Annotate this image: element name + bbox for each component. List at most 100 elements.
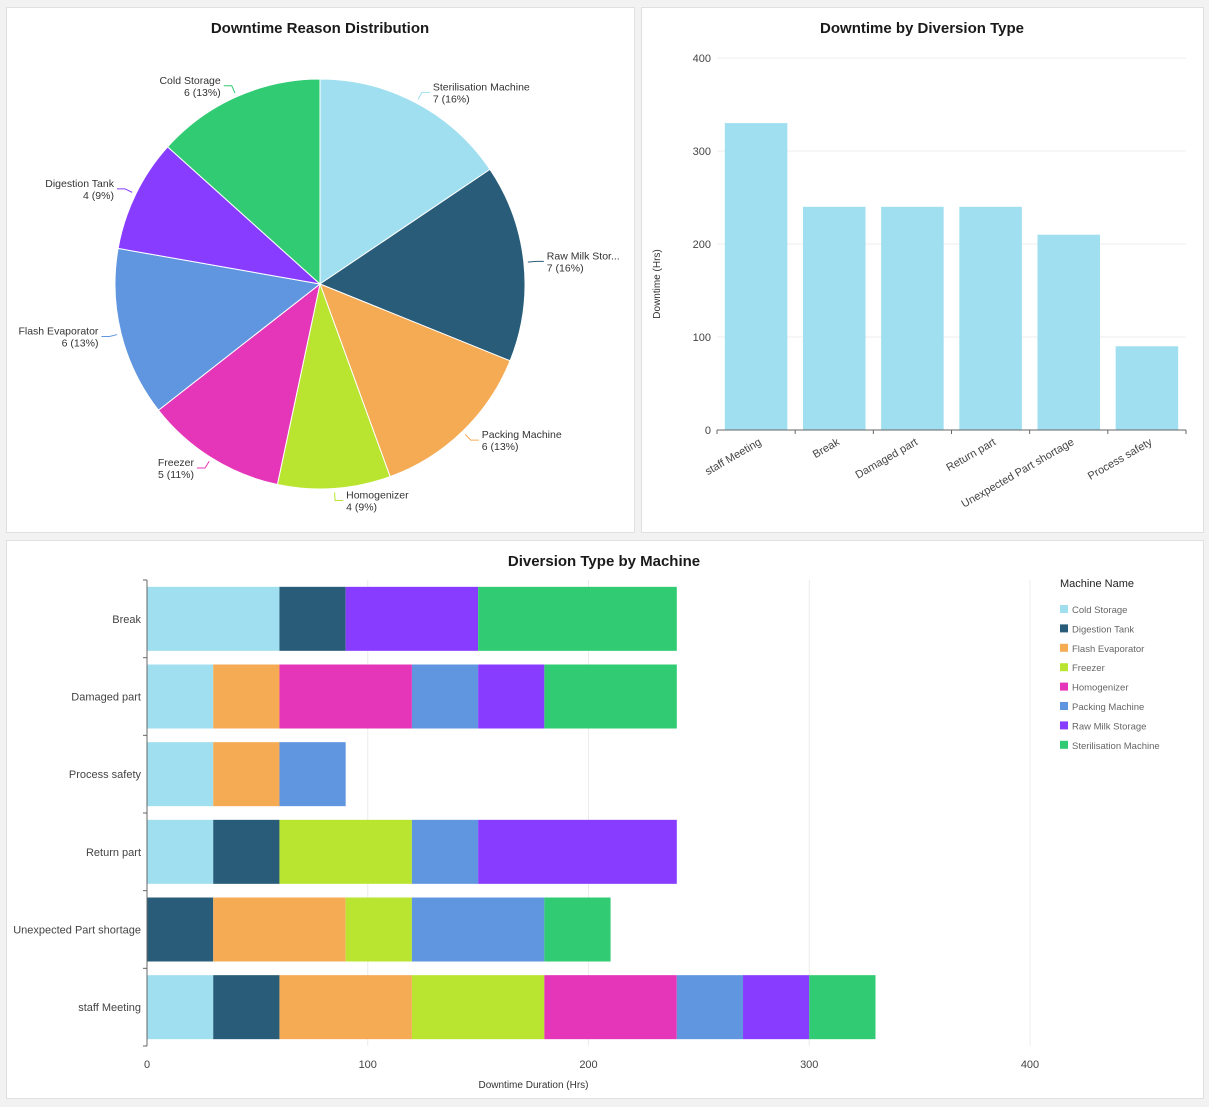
stacked-bar-segment[interactable] (147, 586, 280, 651)
stacked-bar-segment[interactable] (345, 897, 412, 962)
pie-label-value: 4 (9%) (346, 501, 377, 513)
pie-leader-line (464, 433, 479, 441)
y-tick-label: Damaged part (71, 692, 141, 704)
x-tick-label: 400 (1021, 1059, 1039, 1071)
stacked-bar-segment[interactable] (544, 897, 611, 962)
bar[interactable] (959, 206, 1022, 430)
y-tick-label: 200 (693, 239, 711, 251)
pie-leader-line (334, 492, 344, 501)
pie-slice[interactable] (157, 282, 321, 486)
pie-label-value: 6 (13%) (62, 337, 99, 349)
stacked-bar-segment[interactable] (411, 664, 479, 729)
legend-item[interactable]: Cold Storage (1072, 605, 1127, 616)
stacked-bar-segment[interactable] (411, 819, 479, 884)
stacked-bar-chart: 0 100 200 300 400 Break Damaged part Process sa… (13, 579, 1039, 1091)
x-tick-label: Damaged part (854, 436, 920, 481)
y-tick-label: staff Meeting (78, 1002, 141, 1014)
stacked-bar-segment[interactable] (743, 975, 810, 1040)
stacked-bar-segment[interactable] (147, 742, 214, 807)
pie-label-name: Raw Milk Stor... (547, 250, 620, 262)
stacked-bar-segment[interactable] (411, 975, 545, 1040)
y-tick-label: 0 (705, 425, 711, 437)
stacked-bar-segment[interactable] (279, 586, 346, 651)
pie-slice[interactable] (166, 78, 321, 286)
stacked-bar-segment[interactable] (147, 664, 214, 729)
legend: Machine Name Cold Storage Digestion Tank F… (1060, 578, 1160, 752)
pie-slice[interactable] (319, 283, 511, 478)
pie-leader-line (223, 85, 236, 94)
stacked-bar-segment[interactable] (213, 742, 280, 807)
x-tick-label: 100 (359, 1059, 377, 1071)
legend-item[interactable]: Digestion Tank (1072, 624, 1134, 635)
y-tick-label: Process safety (69, 769, 142, 781)
stacked-bar-segment[interactable] (147, 897, 214, 962)
stacked-bar-segment[interactable] (147, 975, 214, 1040)
stacked-bar-segment[interactable] (279, 975, 412, 1040)
y-axis-label: Downtime (Hrs) (652, 249, 663, 318)
bar[interactable] (1037, 234, 1101, 430)
bar-chart: 0 100 200 300 400 staff Meeting Break Damaged p… (652, 53, 1187, 511)
pie-slice[interactable] (276, 282, 391, 490)
pie-label-name: Sterilisation Machine (433, 81, 530, 93)
pie-label-name: Cold Storage (159, 75, 220, 87)
legend-swatch (1060, 740, 1068, 749)
x-tick-label: Return part (944, 436, 998, 474)
bar[interactable] (881, 206, 944, 430)
y-tick-label: Unexpected Part shortage (13, 925, 141, 937)
pie-label-name: Digestion Tank (45, 178, 114, 190)
legend-item[interactable]: Homogenizer (1072, 683, 1129, 694)
pie-label-value: 6 (13%) (184, 87, 221, 99)
x-tick-label: Process safety (1086, 436, 1155, 483)
legend-title: Machine Name (1060, 578, 1134, 590)
x-axis-label: Downtime Duration (Hrs) (478, 1080, 588, 1091)
legend-swatch (1060, 624, 1068, 633)
stacked-bar-segment[interactable] (213, 664, 280, 729)
legend-swatch (1060, 663, 1068, 672)
pie-label-value: 7 (16%) (433, 93, 470, 105)
pie-slice[interactable] (318, 168, 526, 362)
y-tick-label: Return part (86, 847, 141, 859)
stacked-bar-segment[interactable] (213, 897, 346, 962)
stacked-bar-segment[interactable] (809, 975, 876, 1040)
bar[interactable] (1115, 346, 1179, 430)
stacked-bar-segment[interactable] (279, 819, 412, 884)
pie-slice[interactable] (114, 247, 322, 411)
legend-item[interactable]: Freezer (1072, 663, 1105, 674)
legend-item[interactable]: Raw Milk Storage (1072, 721, 1146, 732)
pie-leader-line (527, 260, 544, 263)
x-tick-label: staff Meeting (703, 436, 763, 478)
pie-label-name: Freezer (158, 457, 195, 469)
legend-item[interactable]: Packing Machine (1072, 702, 1144, 713)
stacked-bar-segment[interactable] (147, 819, 214, 884)
stacked-bar-segment[interactable] (213, 819, 280, 884)
pie-label-name: Flash Evaporator (18, 325, 98, 337)
pie-leader-line (116, 188, 133, 193)
y-tick-label: Break (112, 614, 141, 626)
x-tick-label: Break (811, 436, 842, 461)
bar[interactable] (724, 123, 788, 430)
stacked-bar-segment[interactable] (411, 897, 545, 962)
stacked-bar-segment[interactable] (478, 819, 677, 884)
x-tick-label: 0 (144, 1059, 150, 1071)
stacked-bar-segment[interactable] (279, 742, 346, 807)
stacked-bar-segment[interactable] (345, 586, 479, 651)
stacked-bar-segment[interactable] (544, 664, 677, 729)
legend-item[interactable]: Flash Evaporator (1072, 644, 1144, 655)
pie-slice[interactable] (319, 78, 491, 285)
pie-label-name: Packing Machine (482, 429, 562, 441)
stacked-bar-segment[interactable] (279, 664, 412, 729)
stacked-bar-segment[interactable] (478, 664, 545, 729)
stacked-bar-segment[interactable] (478, 586, 677, 651)
pie-label-value: 5 (11%) (158, 469, 194, 481)
stacked-bar-segment[interactable] (676, 975, 744, 1040)
stacked-bar-segment[interactable] (213, 975, 280, 1040)
pie-slice[interactable] (117, 146, 322, 285)
stacked-bar-segment[interactable] (544, 975, 677, 1040)
bar[interactable] (802, 206, 866, 430)
legend-item[interactable]: Sterilisation Machine (1072, 741, 1160, 752)
y-tick-label: 300 (693, 146, 711, 158)
x-tick-label: 300 (800, 1059, 818, 1071)
pie-chart-title: Downtime Reason Distribution (211, 20, 429, 37)
pie-leader-line (197, 460, 210, 469)
